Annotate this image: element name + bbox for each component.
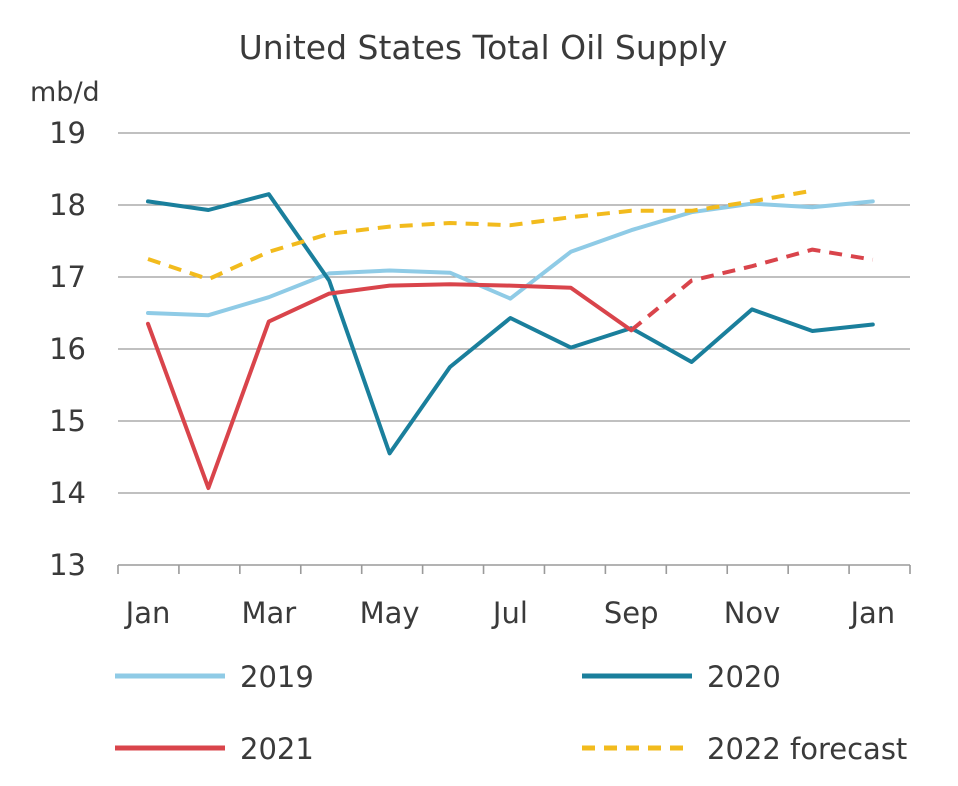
series-2019-line: [146, 199, 875, 318]
series-lines: [146, 188, 875, 490]
series-2022-forecast-line: [147, 188, 813, 282]
series-2020-line: [146, 192, 875, 456]
x-tick-label: Jul: [491, 596, 528, 630]
y-tick-labels: 13 14 15 16 17 18 19: [49, 116, 86, 582]
chart-title: United States Total Oil Supply: [239, 28, 728, 67]
series-2021-line: [146, 282, 634, 490]
x-tick-label: Mar: [241, 596, 296, 630]
x-tick-label: May: [360, 596, 420, 630]
y-tick-label: 14: [49, 476, 86, 510]
gridlines: [118, 132, 910, 494]
x-tick-label: Jan: [848, 596, 895, 630]
legend-2019-label: 2019: [240, 660, 314, 694]
series-2021-line-projected: [629, 247, 874, 332]
x-axis: [117, 564, 911, 574]
legend-2022-forecast-label: 2022 forecast: [707, 732, 907, 766]
legend-2021-label: 2021: [240, 732, 314, 766]
x-tick-label: Sep: [604, 596, 659, 630]
y-tick-label: 18: [49, 188, 86, 222]
y-axis-unit: mb/d: [30, 77, 100, 108]
y-tick-label: 13: [49, 548, 86, 582]
x-tick-labels: Jan Mar May Jul Sep Nov Jan: [124, 596, 896, 630]
y-tick-label: 19: [49, 116, 86, 150]
legend: 2019 2020 2021 2022 forecast: [115, 660, 907, 766]
y-tick-label: 16: [49, 332, 86, 366]
y-tick-label: 15: [49, 404, 86, 438]
y-tick-label: 17: [49, 260, 86, 294]
x-tick-label: Jan: [124, 596, 171, 630]
legend-2020-label: 2020: [707, 660, 781, 694]
x-tick-label: Nov: [724, 596, 781, 630]
